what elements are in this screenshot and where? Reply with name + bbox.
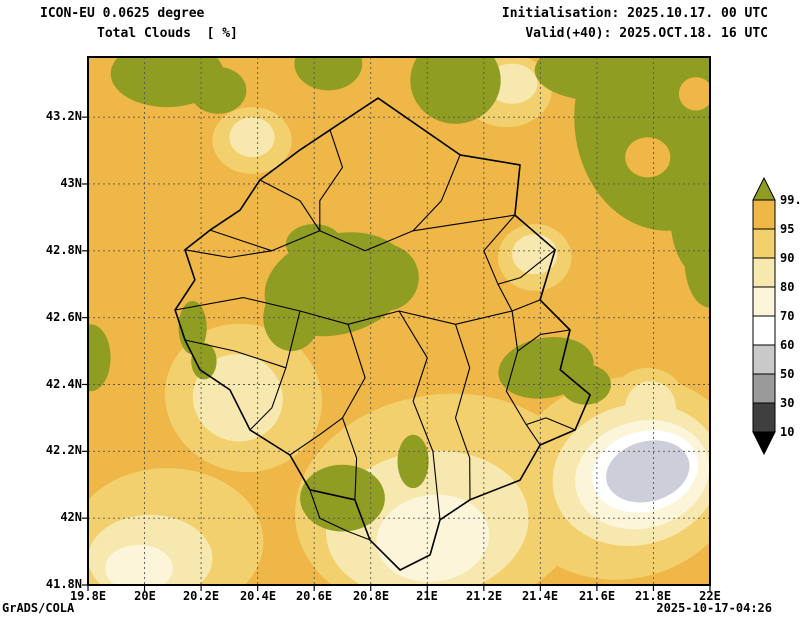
x-axis-label: 20.4E: [239, 589, 277, 603]
legend-segment: [752, 257, 776, 288]
district-border: [319, 129, 344, 231]
cloud-region: [88, 324, 111, 392]
legend-segment: [752, 315, 776, 346]
country-border: [174, 97, 591, 571]
x-axis-label: 19.8E: [69, 589, 107, 603]
x-axis-label: 21.8E: [634, 589, 672, 603]
legend-colorbar: [752, 176, 776, 456]
map-frame: [87, 56, 711, 586]
y-axis-label: 42N: [60, 510, 82, 524]
cloud-region: [684, 214, 710, 308]
cloud-region: [300, 464, 385, 532]
cloud-region: [625, 137, 671, 178]
legend-segment: [752, 228, 776, 259]
district-border: [526, 417, 576, 431]
y-axis-label: 42.6N: [45, 310, 82, 324]
district-border: [209, 214, 515, 252]
district-border: [184, 339, 287, 369]
cloud-field: [88, 57, 710, 585]
district-border: [175, 297, 541, 325]
y-axis-label: 42.4N: [45, 377, 82, 391]
cloud-region: [294, 57, 363, 91]
district-border: [184, 249, 272, 259]
legend-label: 70: [780, 309, 795, 323]
cloud-region: [191, 342, 217, 380]
cloud-region: [105, 544, 173, 585]
district-border: [505, 310, 541, 446]
y-axis-label: 41.8N: [45, 577, 82, 591]
district-border: [483, 214, 516, 312]
y-axis-label: 43.2N: [45, 109, 82, 123]
legend-segment: [752, 344, 776, 375]
district-border: [289, 417, 343, 456]
legend-triangle-top: [752, 176, 776, 201]
cloud-region: [678, 77, 710, 111]
district-border: [259, 179, 321, 232]
init-time: Initialisation: 2025.10.17. 00 UTC: [501, 6, 768, 21]
x-axis-label: 20.6E: [295, 589, 333, 603]
legend-label: 80: [780, 280, 795, 294]
district-border: [517, 329, 571, 352]
legend-label: 95: [780, 222, 795, 236]
district-border: [249, 310, 301, 431]
cloud-region: [534, 57, 660, 101]
x-axis-label: 21E: [416, 589, 438, 603]
x-axis-label: 20.8E: [352, 589, 390, 603]
variable-title: Total Clouds [ %]: [97, 26, 238, 41]
x-axis-label: 20E: [134, 589, 156, 603]
legend-segment: [752, 286, 776, 317]
cloud-region: [606, 440, 690, 503]
cloud-region: [410, 57, 501, 124]
district-border: [454, 324, 471, 500]
legend-segment: [752, 199, 776, 230]
legend-segment: [752, 373, 776, 404]
legend-segment: [752, 402, 776, 433]
cloud-region: [397, 434, 429, 489]
cloud-region: [229, 117, 275, 158]
x-axis-label: 21.6E: [578, 589, 616, 603]
creation-timestamp: 2025-10-17-04:26: [656, 601, 772, 615]
cloud-region: [376, 494, 490, 582]
x-axis-label: 20.2E: [182, 589, 220, 603]
legend-label: 50: [780, 367, 795, 381]
legend-label: 60: [780, 338, 795, 352]
cloud-region: [263, 284, 320, 352]
legend-triangle-bottom: [752, 431, 776, 456]
y-axis-label: 42.2N: [45, 443, 82, 457]
cloud-region: [189, 67, 247, 114]
legend-label: 30: [780, 396, 795, 410]
district-border: [398, 310, 441, 520]
grads-credit: GrADS/COLA: [2, 601, 75, 615]
legend-label: 99.5: [780, 193, 800, 207]
y-axis-label: 43N: [60, 176, 82, 190]
x-axis-label: 21.2E: [465, 589, 503, 603]
cloud-region: [512, 234, 558, 275]
legend-label: 10: [780, 425, 795, 439]
cloud-region: [351, 244, 419, 311]
forecast-map-canvas: [82, 56, 711, 591]
district-border: [309, 489, 371, 541]
x-axis-label: 22E: [699, 589, 721, 603]
cloud-region: [560, 364, 611, 405]
y-axis-label: 42.8N: [45, 243, 82, 257]
legend-label: 90: [780, 251, 795, 265]
model-title: ICON-EU 0.0625 degree: [40, 6, 205, 21]
district-border: [412, 154, 461, 232]
x-axis-label: 21.4E: [521, 589, 559, 603]
district-border: [497, 249, 556, 285]
valid-time: Valid(+40): 2025.OCT.18. 16 UTC: [525, 26, 768, 41]
